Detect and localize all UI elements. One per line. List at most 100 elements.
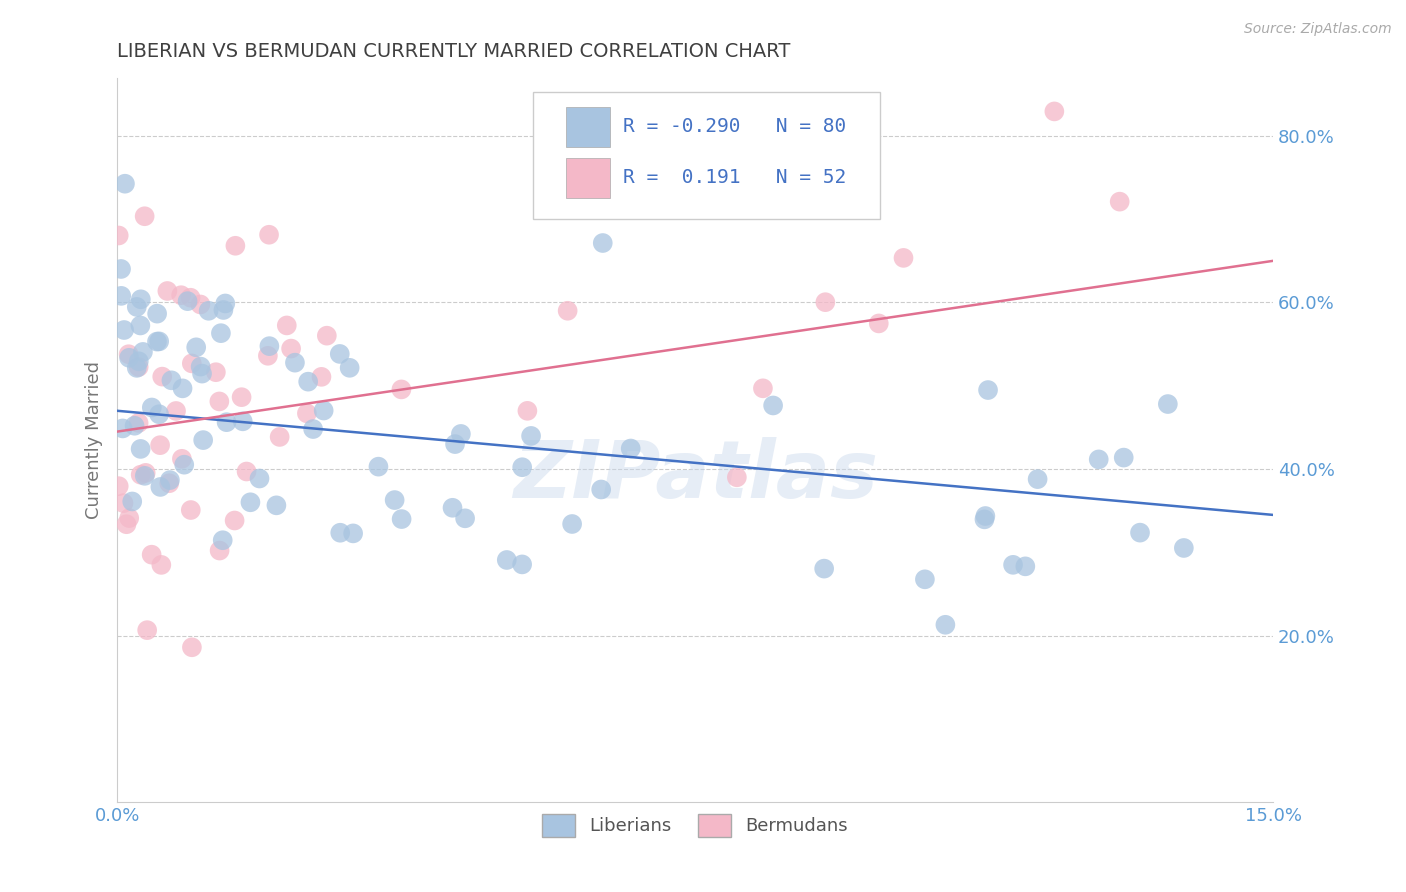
Point <box>312 403 335 417</box>
Point <box>118 511 141 525</box>
Point <box>107 228 129 243</box>
Point <box>329 347 352 361</box>
Point <box>266 499 288 513</box>
FancyBboxPatch shape <box>565 107 610 147</box>
Point <box>339 360 361 375</box>
Point <box>620 442 643 456</box>
Point <box>752 381 775 395</box>
Point <box>208 394 231 409</box>
Y-axis label: Currently Married: Currently Married <box>86 361 103 519</box>
Text: R =  0.191   N = 52: R = 0.191 N = 52 <box>623 168 846 187</box>
Point <box>128 354 150 368</box>
Point <box>135 466 157 480</box>
Point <box>868 317 890 331</box>
Point <box>224 514 246 528</box>
Point <box>934 617 956 632</box>
Point <box>141 548 163 562</box>
Point <box>150 369 173 384</box>
Point <box>1043 104 1066 119</box>
Point <box>193 433 215 447</box>
Text: R = -0.290   N = 80: R = -0.290 N = 80 <box>623 118 846 136</box>
Point <box>342 526 364 541</box>
Point <box>257 349 280 363</box>
Point <box>214 296 236 310</box>
Point <box>125 360 148 375</box>
Point <box>129 467 152 482</box>
Point <box>231 390 253 404</box>
Point <box>170 451 193 466</box>
Point <box>186 340 208 354</box>
Point <box>1014 559 1036 574</box>
Point <box>495 553 517 567</box>
Point <box>197 303 219 318</box>
Point <box>141 401 163 415</box>
Point <box>124 418 146 433</box>
Point <box>112 496 135 510</box>
Point <box>1129 525 1152 540</box>
Point <box>149 438 172 452</box>
Point <box>311 369 333 384</box>
Point <box>148 407 170 421</box>
Point <box>232 414 254 428</box>
Point <box>1112 450 1135 465</box>
Point <box>280 342 302 356</box>
Point <box>180 356 202 370</box>
Point <box>516 404 538 418</box>
Point <box>893 251 915 265</box>
Point <box>156 284 179 298</box>
Point <box>110 262 132 277</box>
Point <box>297 375 319 389</box>
Point <box>259 339 281 353</box>
Point <box>159 473 181 487</box>
Point <box>973 512 995 526</box>
Point <box>249 471 271 485</box>
Point <box>165 404 187 418</box>
Point <box>117 347 139 361</box>
Point <box>125 300 148 314</box>
Point <box>269 430 291 444</box>
Point <box>209 326 232 341</box>
Point <box>134 468 156 483</box>
Point <box>191 367 214 381</box>
Point <box>1157 397 1180 411</box>
Point <box>557 303 579 318</box>
Point <box>150 558 173 572</box>
Point <box>128 416 150 430</box>
Point <box>157 476 180 491</box>
Point <box>129 293 152 307</box>
Point <box>315 328 337 343</box>
Point <box>107 479 129 493</box>
Point <box>212 303 235 318</box>
Point <box>134 209 156 223</box>
Point <box>128 359 150 374</box>
Point <box>173 458 195 472</box>
Point <box>170 288 193 302</box>
Point <box>148 334 170 349</box>
Point <box>160 373 183 387</box>
Point <box>129 318 152 333</box>
Point <box>121 494 143 508</box>
Point <box>224 239 246 253</box>
Point <box>391 512 413 526</box>
Point <box>129 442 152 456</box>
Point <box>329 525 352 540</box>
Point <box>211 533 233 548</box>
Point <box>146 334 169 349</box>
Text: Source: ZipAtlas.com: Source: ZipAtlas.com <box>1244 22 1392 37</box>
Point <box>1002 558 1025 572</box>
Point <box>146 307 169 321</box>
Point <box>190 297 212 311</box>
Point <box>725 470 748 484</box>
Point <box>1026 472 1049 486</box>
Text: ZIPatlas: ZIPatlas <box>513 437 877 516</box>
Point <box>1173 541 1195 555</box>
Point <box>510 460 533 475</box>
Point <box>132 345 155 359</box>
Point <box>384 493 406 508</box>
Point <box>592 235 614 250</box>
Point <box>149 480 172 494</box>
Point <box>257 227 280 242</box>
Text: LIBERIAN VS BERMUDAN CURRENTLY MARRIED CORRELATION CHART: LIBERIAN VS BERMUDAN CURRENTLY MARRIED C… <box>117 42 790 61</box>
Point <box>111 421 134 435</box>
Point <box>235 465 257 479</box>
